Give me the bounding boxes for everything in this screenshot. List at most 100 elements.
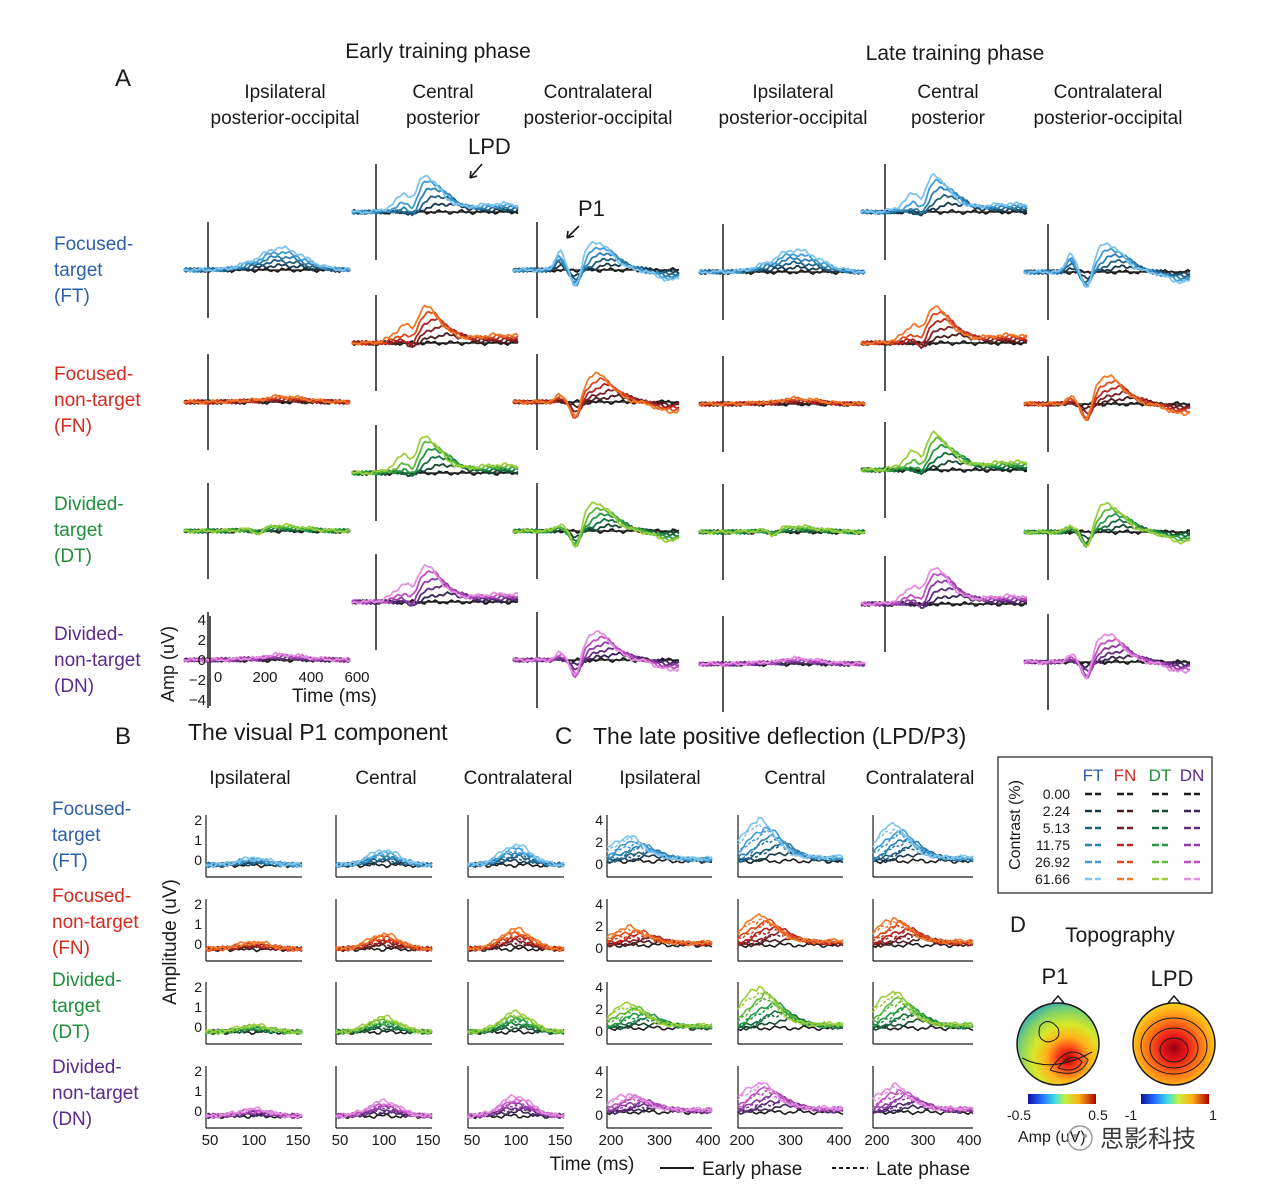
panel-c-title: The late positive deflection (LPD/P3) bbox=[593, 723, 966, 749]
ytick-label: 2 bbox=[595, 918, 603, 934]
trace-late-5.13 bbox=[335, 1024, 433, 1035]
topo-lpd-label: LPD bbox=[1151, 966, 1194, 991]
trace-late-61.66 bbox=[335, 849, 433, 868]
trace-late-11.75 bbox=[335, 855, 433, 868]
trace-contrast-61.66 bbox=[512, 629, 680, 676]
bc-condition-label-dt: (DT) bbox=[52, 1022, 90, 1043]
xtick-label: 300 bbox=[778, 1132, 803, 1149]
trace-early-61.66 bbox=[467, 1008, 565, 1035]
trace-late-26.92 bbox=[335, 1103, 433, 1119]
trace-late-61.66 bbox=[205, 857, 303, 868]
scale-yticks: 4 2 0 −2 −4 bbox=[189, 612, 211, 709]
amplitude-ylabel: Amplitude (uV) bbox=[160, 879, 181, 1005]
panel-b-ipsi-dt: 2 1 0 bbox=[194, 979, 303, 1045]
region-header-line2: posterior-occipital bbox=[1034, 108, 1183, 129]
panel-c-contra-dt bbox=[872, 982, 974, 1045]
trace-early-61.66 bbox=[335, 1097, 433, 1119]
ytick-label: 0 bbox=[194, 1019, 202, 1035]
bc-condition-label-fn: (FN) bbox=[52, 938, 90, 959]
bc-column-header: Central bbox=[355, 768, 416, 789]
panel-b-cent-dt bbox=[335, 982, 433, 1045]
trace-contrast-61.66 bbox=[183, 522, 351, 536]
legend-level: 5.13 bbox=[1043, 820, 1070, 836]
bc-column-header: Central bbox=[764, 768, 825, 789]
trace-late-26.92 bbox=[335, 1019, 433, 1035]
scale-xtick: 400 bbox=[298, 669, 323, 686]
trace-contrast-61.66 bbox=[860, 566, 1028, 607]
contrast-legend: Contrast (%) FT FN DT DN 0.002.245.1311.7526… bbox=[997, 756, 1213, 894]
panel-b-cent-ft bbox=[335, 815, 433, 878]
p1-arrow bbox=[566, 225, 580, 239]
xtick-label: 100 bbox=[241, 1132, 266, 1149]
trace-early-61.66 bbox=[872, 990, 974, 1028]
region-header-line2: posterior-occipital bbox=[524, 108, 673, 129]
trace-early-61.66 bbox=[872, 917, 974, 945]
trace-early-11.75 bbox=[872, 837, 974, 862]
trace-late-5.13 bbox=[872, 1012, 974, 1030]
trace-contrast-5.13 bbox=[351, 195, 519, 217]
topography-panel: D Topography P1 LPD bbox=[1007, 912, 1217, 1146]
scale-ytick: 4 bbox=[198, 612, 206, 629]
bc-column-header: Contralateral bbox=[866, 768, 975, 789]
legend-level: 2.24 bbox=[1043, 803, 1070, 819]
ytick-label: 1 bbox=[194, 916, 202, 932]
panel-b-ipsi-fn: 2 1 0 bbox=[194, 896, 303, 962]
trace-late-61.66 bbox=[335, 1016, 433, 1035]
region-header-line2: posterior bbox=[406, 108, 481, 129]
ytick-label: 2 bbox=[595, 834, 603, 850]
trace-late-11.75 bbox=[467, 852, 565, 868]
scale-xtick: 0 bbox=[214, 669, 222, 686]
topo-lpd-head bbox=[1132, 994, 1216, 1086]
waveform-fn-cent bbox=[351, 295, 519, 391]
condition-label-dt: target bbox=[54, 520, 103, 541]
trace-contrast-26.92 bbox=[351, 310, 519, 346]
waveform-fn-contra bbox=[1023, 356, 1191, 452]
p1-annotation: P1 bbox=[578, 196, 605, 221]
condition-label-fn: (FN) bbox=[54, 416, 92, 437]
bc-condition-label-dn: non-target bbox=[52, 1083, 139, 1104]
trace-late-26.92 bbox=[737, 997, 844, 1029]
panel-b-title: The visual P1 component bbox=[188, 719, 448, 745]
legend-level: 0.00 bbox=[1043, 786, 1070, 802]
trace-contrast-61.66 bbox=[512, 501, 680, 549]
trace-contrast-61.66 bbox=[1023, 242, 1191, 289]
region-headers: Ipsilateral posterior-occipital Central pos… bbox=[211, 82, 1183, 129]
cbar-lpd-max: 1 bbox=[1209, 1107, 1217, 1123]
trace-contrast-61.66 bbox=[1023, 501, 1191, 547]
trace-late-61.66 bbox=[606, 1005, 713, 1029]
trace-late-26.92 bbox=[467, 1015, 565, 1035]
trace-late-26.92 bbox=[607, 841, 713, 862]
xtick-label: 150 bbox=[285, 1132, 310, 1149]
panel-d-letter: D bbox=[1010, 912, 1026, 937]
ytick-label: 1 bbox=[194, 832, 202, 848]
trace-late-5.13 bbox=[467, 1023, 565, 1035]
waveform-fn-contra bbox=[512, 354, 680, 450]
legend-col-fn: FN bbox=[1114, 766, 1137, 785]
trace-late-5.13 bbox=[467, 939, 565, 952]
watermark-text: 思影科技 bbox=[1100, 1126, 1196, 1153]
xtick-label: 200 bbox=[598, 1132, 623, 1149]
trace-late-26.92 bbox=[205, 1109, 303, 1119]
trace-late-5.13 bbox=[467, 1106, 565, 1119]
condition-label-ft: Focused- bbox=[54, 234, 133, 255]
waveform-dn-contra bbox=[512, 612, 680, 708]
panel-c-cent-dt bbox=[737, 982, 844, 1045]
panel-b-contra-ft bbox=[467, 815, 565, 878]
bc-condition-label-fn: non-target bbox=[52, 912, 139, 933]
scale-ytick: −2 bbox=[189, 672, 206, 689]
trace-early-61.66 bbox=[205, 940, 303, 952]
xtick-label: 200 bbox=[864, 1132, 889, 1149]
condition-label-dn: (DN) bbox=[54, 676, 94, 697]
waveform-dn-ipsi bbox=[698, 616, 866, 712]
xtick-label: 300 bbox=[647, 1132, 672, 1149]
condition-label-dt: Divided- bbox=[54, 494, 124, 515]
ytick-label: 2 bbox=[194, 979, 202, 995]
waveform-ft-contra bbox=[512, 222, 680, 318]
scale-xtick: 200 bbox=[252, 669, 277, 686]
trace-early-61.66 bbox=[737, 816, 844, 861]
trace-contrast-26.92 bbox=[860, 572, 1028, 607]
trace-contrast-61.66 bbox=[860, 429, 1028, 473]
ytick-label: 0 bbox=[194, 1103, 202, 1119]
region-header-line1: Ipsilateral bbox=[752, 82, 833, 103]
region-header-line1: Ipsilateral bbox=[244, 82, 325, 103]
